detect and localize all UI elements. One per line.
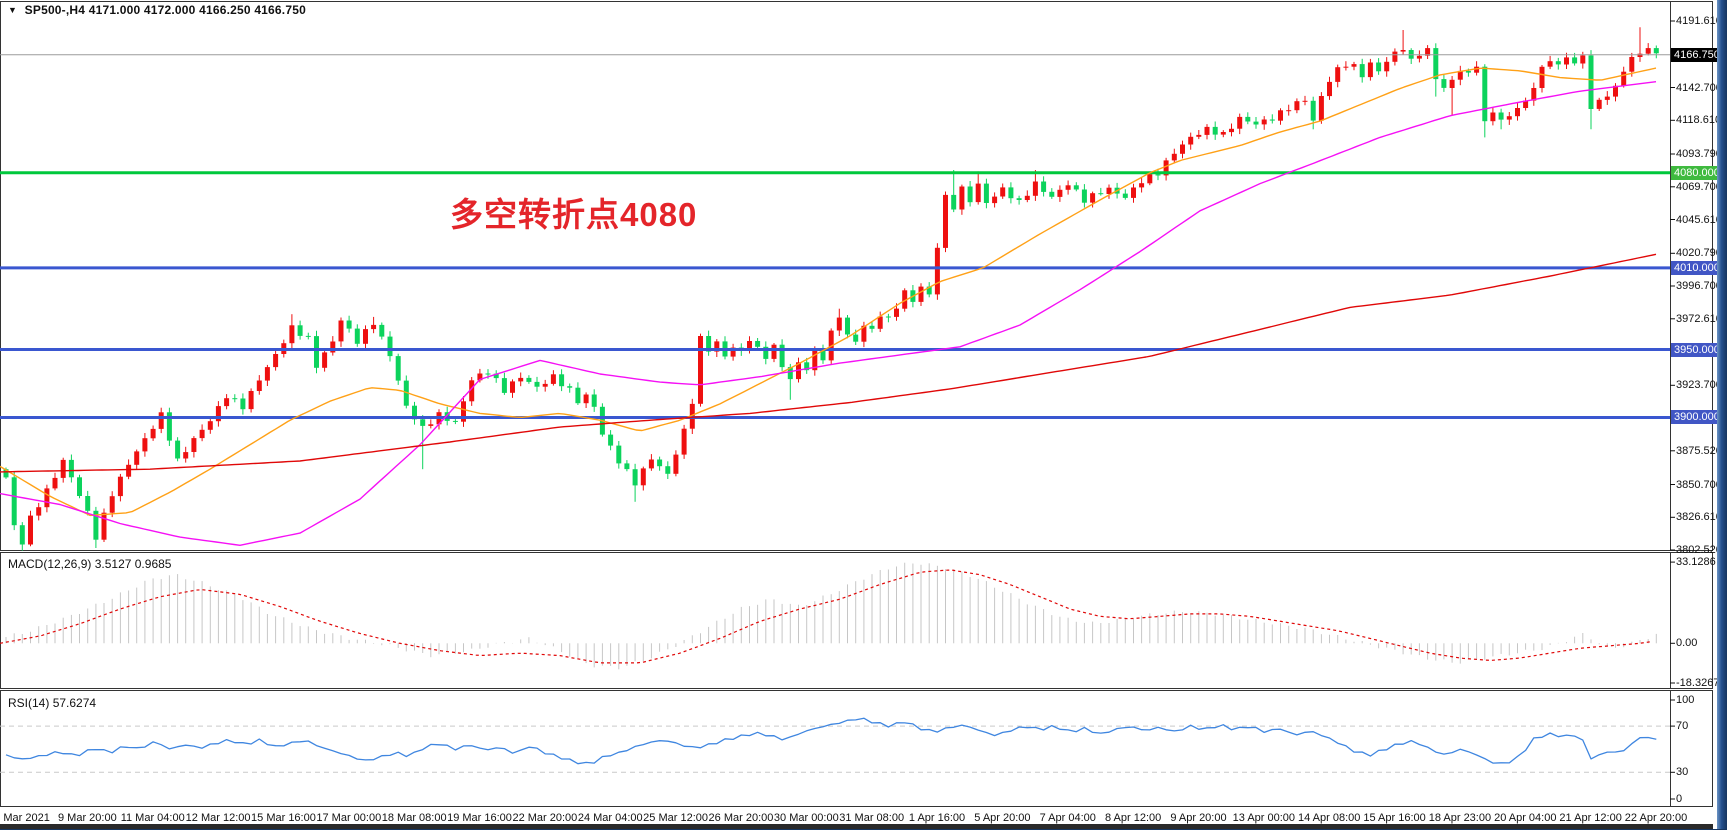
symbol-title[interactable]: ▼ SP500-,H4 4171.000 4172.000 4166.250 4… [8,3,306,17]
time-axis-label: 15 Apr 16:00 [1363,812,1426,824]
rsi-tick-label: 0 [1676,793,1683,805]
price-tick-label: 4118.610 [1676,114,1722,127]
price-level-box: 4080.000 [1671,165,1720,180]
price-tick-label: 4069.700 [1676,180,1722,193]
ohlc-low: 4166.250 [199,3,251,17]
macd-tick-label: 0.00 [1676,637,1698,650]
time-axis-label: 22 Mar 20:00 [512,812,578,824]
time-axis-label: 31 Mar 08:00 [839,812,905,824]
ohlc-open: 4171.000 [88,3,141,17]
time-axis-label: 21 Apr 12:00 [1559,812,1622,824]
price-tick-label: 4020.790 [1676,247,1722,260]
time-axis-label: 12 Mar 12:00 [185,812,251,824]
ohlc-close: 4166.750 [254,3,306,17]
time-axis-label: 18 Apr 23:00 [1428,812,1492,824]
panel-frames [0,1,1713,807]
time-axis-label: 30 Mar 00:00 [773,812,839,824]
main-price-panel[interactable] [0,27,1670,551]
price-level-box: 3950.000 [1671,342,1720,357]
time-axis-label: 19 Mar 16:00 [447,812,512,824]
rsi-indicator-label: RSI(14) 57.6274 [8,696,97,710]
price-tick-label: 3826.610 [1676,511,1722,524]
time-axis-label: 8 Mar 2021 [0,812,50,824]
price-tick-label: 3996.700 [1676,280,1722,293]
price-level-box: 4010.000 [1671,260,1720,275]
time-axis-label: 9 Mar 20:00 [58,812,117,824]
time-axis-label: 20 Apr 04:00 [1494,812,1557,824]
rsi-tick-label: 30 [1676,766,1689,779]
time-axis-label: 17 Mar 00:00 [316,812,382,824]
time-axis-label: 26 Mar 20:00 [708,812,774,824]
time-axis-label: 14 Apr 08:00 [1297,812,1361,824]
time-axis-label: 18 Mar 08:00 [381,812,447,824]
price-level-box: 4166.750 [1671,47,1720,62]
time-axis-label: 8 Apr 12:00 [1104,812,1162,824]
price-tick-label: 4142.700 [1676,81,1722,94]
time-axis-label: 22 Apr 20:00 [1624,812,1688,824]
time-axis-label: 7 Apr 04:00 [1039,812,1096,824]
time-axis-label: 24 Mar 04:00 [577,812,643,824]
chart-text-annotation[interactable]: 多空转折点4080 [450,196,698,233]
time-axis-label: 13 Apr 00:00 [1232,812,1296,824]
price-tick-label: 3850.700 [1676,478,1722,491]
axis-tick-marks [1670,20,1675,800]
chevron-down-icon[interactable]: ▼ [8,5,18,15]
macd-indicator-label: MACD(12,26,9) 3.5127 0.9685 [8,557,172,571]
rsi-tick-label: 100 [1676,694,1695,706]
price-tick-label: 4045.610 [1676,213,1722,226]
rsi-panel[interactable] [0,717,1670,773]
symbol-name: SP500-,H4 [24,3,86,17]
macd-values: 3.5127 0.9685 [94,557,172,571]
time-axis-label: 9 Apr 20:00 [1170,812,1227,824]
rsi-value: 57.6274 [52,696,97,710]
time-axis-label: 11 Mar 04:00 [120,812,185,824]
price-tick-label: 4191.610 [1676,15,1722,28]
price-level-box: 3900.000 [1671,410,1720,425]
time-axis-label: 1 Apr 16:00 [908,812,966,824]
macd-panel[interactable] [0,562,1657,670]
rsi-tick-label: 70 [1676,720,1689,733]
price-tick-label: 3972.610 [1676,312,1722,325]
price-tick-label: 3923.700 [1676,379,1722,392]
macd-tick-label: -18.3267 [1676,677,1720,689]
macd-tick-label: 33.1286 [1676,556,1716,569]
time-axis-label: 25 Mar 12:00 [643,812,709,824]
ohlc-high: 4172.000 [143,3,196,17]
time-axis-label: 15 Mar 16:00 [251,812,316,824]
price-tick-label: 3875.520 [1676,444,1722,457]
window-right-border [1717,0,1727,830]
price-tick-label: 4093.790 [1676,148,1722,160]
horizontal-scrollbar[interactable] [0,824,1713,829]
time-axis-label: 5 Apr 20:00 [974,812,1031,824]
price-tick-label: 3802.520 [1676,544,1722,557]
